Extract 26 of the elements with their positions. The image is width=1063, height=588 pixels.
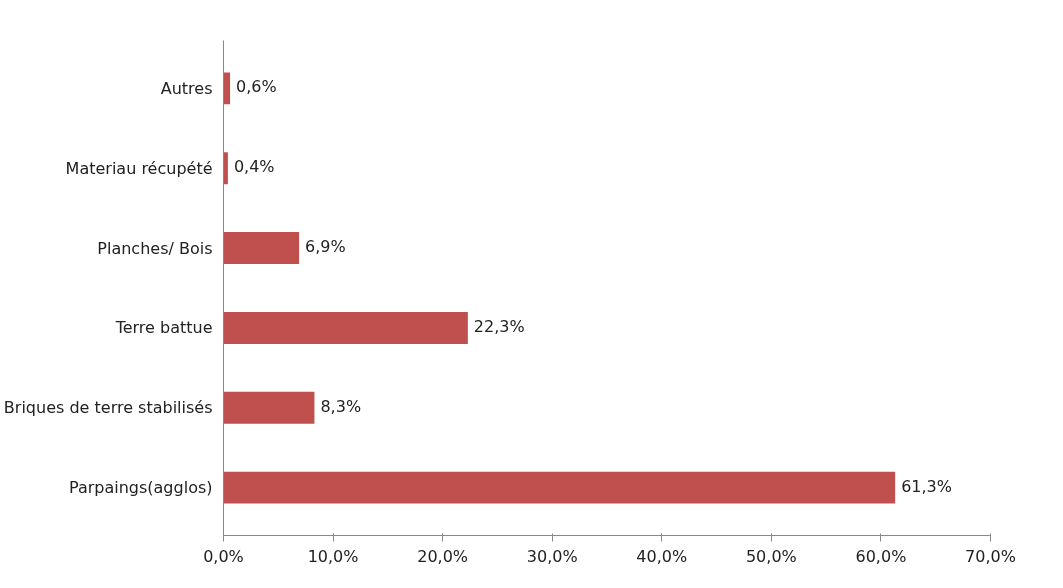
data-label: 22,3% — [473, 316, 525, 336]
x-tick-label: 60,0% — [855, 546, 907, 566]
y-tick-label: Terre battue — [114, 318, 213, 338]
data-label: 61,3% — [901, 476, 952, 496]
bar — [223, 471, 896, 504]
bar — [223, 232, 300, 265]
y-tick-label: Briques de terre stabilisés — [3, 398, 213, 418]
y-tick-label: Planches/ Bois — [97, 238, 213, 258]
y-tick-label: Parpaings(agglos) — [68, 478, 213, 498]
y-tick-label: Materiau récupété — [65, 158, 213, 178]
bar — [223, 391, 315, 424]
data-label: 6,9% — [305, 237, 346, 257]
x-tick-label: 20,0% — [417, 546, 469, 566]
x-tick-label: 70,0% — [965, 546, 1016, 566]
x-tick-label: 0,0% — [203, 546, 244, 566]
y-tick-label: Autres — [160, 78, 213, 98]
data-label: 8,3% — [320, 396, 362, 416]
x-tick-label: 40,0% — [636, 546, 688, 566]
bar — [223, 72, 231, 105]
bar — [223, 152, 228, 185]
data-label: 0,4% — [233, 157, 275, 177]
x-tick-label: 30,0% — [526, 546, 578, 566]
data-label: 0,6% — [236, 77, 277, 97]
x-tick-label: 10,0% — [307, 546, 359, 566]
x-tick-label: 50,0% — [745, 546, 797, 566]
bar — [223, 311, 468, 344]
